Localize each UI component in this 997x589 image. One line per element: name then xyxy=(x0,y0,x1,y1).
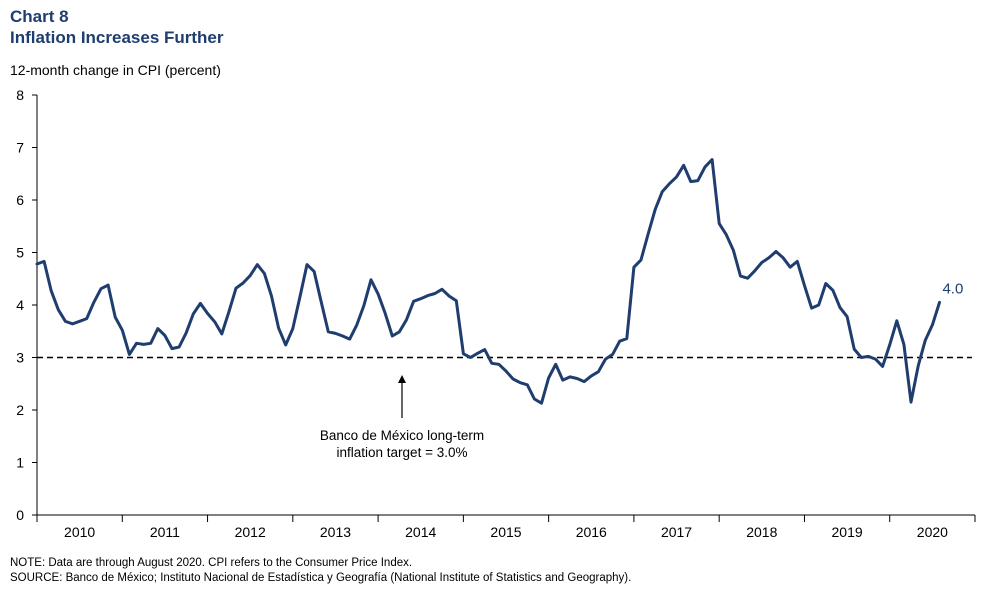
y-tick-label: 6 xyxy=(16,192,24,208)
y-tick-label: 7 xyxy=(16,140,24,156)
annotation-text: inflation target = 3.0% xyxy=(337,445,468,460)
y-tick-label: 4 xyxy=(16,297,24,313)
title-block: Chart 8 Inflation Increases Further xyxy=(10,6,224,48)
x-tick-label: 2018 xyxy=(746,524,777,540)
x-tick-label: 2011 xyxy=(150,524,180,540)
y-tick-label: 3 xyxy=(16,350,24,366)
annotation-arrowhead xyxy=(398,375,406,383)
y-tick-label: 8 xyxy=(16,87,24,103)
notes-block: NOTE: Data are through August 2020. CPI … xyxy=(10,556,631,586)
y-tick-label: 5 xyxy=(16,245,24,261)
y-axis-label: 12-month change in CPI (percent) xyxy=(10,62,221,78)
y-tick-label: 0 xyxy=(16,507,24,523)
annotation-text: Banco de México long-term xyxy=(320,428,484,443)
chart-number: Chart 8 xyxy=(10,7,69,26)
end-value-label: 4.0 xyxy=(942,280,963,297)
x-tick-label: 2012 xyxy=(235,524,266,540)
x-tick-label: 2015 xyxy=(490,524,521,540)
y-tick-label: 2 xyxy=(16,402,24,418)
y-tick-label: 1 xyxy=(16,455,24,471)
x-tick-label: 2014 xyxy=(405,524,436,540)
chart-title: Inflation Increases Further xyxy=(10,28,224,47)
x-tick-label: 2017 xyxy=(661,524,692,540)
x-tick-label: 2019 xyxy=(832,524,863,540)
x-tick-label: 2013 xyxy=(320,524,351,540)
source-text: SOURCE: Banco de México; Instituto Nacio… xyxy=(10,572,632,584)
cpi-series-line xyxy=(35,158,941,405)
x-tick-label: 2016 xyxy=(576,524,607,540)
x-tick-label: 2020 xyxy=(917,524,948,540)
x-tick-label: 2010 xyxy=(64,524,95,540)
note-text: NOTE: Data are through August 2020. CPI … xyxy=(10,557,413,569)
